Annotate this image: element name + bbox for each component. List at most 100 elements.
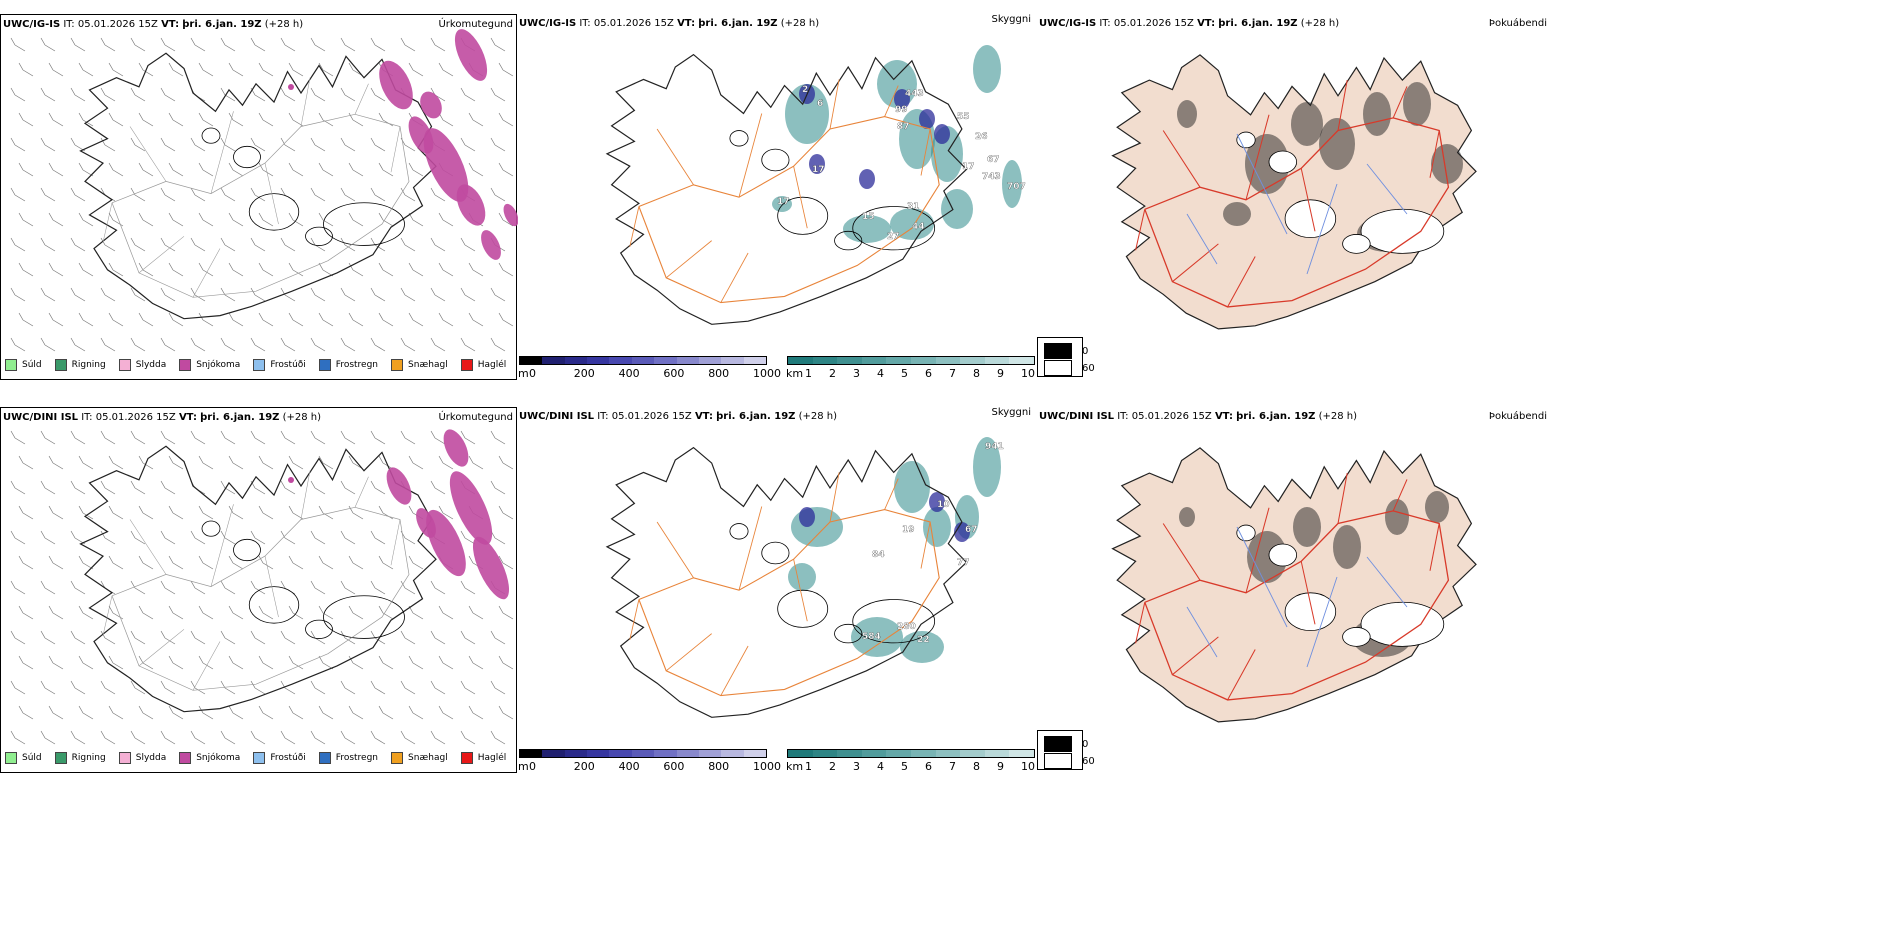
wind-barb xyxy=(228,505,244,520)
colorbar-cells xyxy=(787,749,1035,758)
legend-swatch xyxy=(118,359,131,371)
wind-barb xyxy=(198,505,214,520)
wind-barb xyxy=(70,287,86,302)
wind-barb xyxy=(288,705,304,720)
visibility-label: 55 xyxy=(957,112,970,122)
valid-time-label: VT: xyxy=(178,412,197,423)
colorbar-tick-label: 7 xyxy=(949,367,956,380)
wind-barb xyxy=(310,287,326,302)
init-time: IT: 05.01.2026 15Z xyxy=(579,18,674,29)
wind-barb xyxy=(10,730,26,745)
wind-barb xyxy=(108,262,124,277)
colorbar-unit: km xyxy=(786,367,804,380)
wind-barb xyxy=(340,730,356,745)
legend-swatch xyxy=(179,752,192,764)
wind-barb xyxy=(108,455,124,470)
river xyxy=(1186,606,1218,658)
wind-barb xyxy=(318,262,334,277)
wind-barb xyxy=(100,337,116,352)
valid-time-label: VT: xyxy=(677,18,696,29)
cloud-legend-row1: 0 60 xyxy=(1037,337,1095,377)
legend-label: Haglél xyxy=(477,360,507,370)
wind-barb xyxy=(400,237,416,252)
road xyxy=(738,113,763,198)
legend-item: Frostregn xyxy=(318,752,378,764)
wind-barb xyxy=(100,37,116,52)
wind-barb xyxy=(370,37,386,52)
wind-barb xyxy=(340,237,356,252)
wind-barb xyxy=(10,430,26,445)
wind-barb xyxy=(468,455,484,470)
precip-legend-row2: Súld Rigning Slydda Snjókoma Frostúði Frostre… xyxy=(5,752,506,764)
wind-barb xyxy=(190,730,206,745)
colorbar-cell xyxy=(698,750,722,757)
visibility-label: 584 xyxy=(862,632,881,642)
coastline xyxy=(79,52,437,320)
colorbar-tick-label: 3 xyxy=(853,760,860,773)
snow-area xyxy=(454,29,488,81)
legend-swatch xyxy=(391,359,404,371)
wind-barb xyxy=(400,680,416,695)
wind-barb xyxy=(40,530,56,545)
valid-time: þri. 6.jan. 19Z xyxy=(716,411,796,422)
wind-barb xyxy=(220,237,236,252)
road xyxy=(629,206,640,247)
wind-barb xyxy=(280,37,296,52)
wind-barb xyxy=(400,530,416,545)
visibility-panel-row1: 2 6 17 443 99 87 55 26 17 743 67 17 31 44 27 15 707 UWC/… xyxy=(517,14,1037,380)
wind-barb xyxy=(288,112,304,127)
map-layers xyxy=(1111,54,1477,330)
wind-barb xyxy=(160,187,176,202)
fog-indicator xyxy=(1247,531,1287,583)
wind-barb xyxy=(288,62,304,77)
wind-barb xyxy=(468,312,484,327)
wind-barb xyxy=(70,480,86,495)
wind-barb xyxy=(138,605,154,620)
wind-barb xyxy=(190,580,206,595)
wind-barb xyxy=(310,37,326,52)
wind-barb xyxy=(258,505,274,520)
colorbar-tick-label: 1000 xyxy=(753,367,781,380)
snow-area xyxy=(481,230,501,260)
snow-area xyxy=(423,128,469,202)
glacier-outline xyxy=(201,127,221,144)
wind-barb xyxy=(70,37,86,52)
road xyxy=(1172,243,1219,283)
wind-barb xyxy=(438,262,454,277)
legend-swatch xyxy=(5,359,17,371)
wind-barb xyxy=(108,212,124,227)
glacier-outline xyxy=(248,193,300,231)
wind-barb xyxy=(130,630,146,645)
legend-item: Frostúði xyxy=(253,359,306,371)
wind-barb xyxy=(408,62,424,77)
visibility-label: 2 xyxy=(802,85,808,95)
wind-barb xyxy=(438,705,454,720)
road xyxy=(1227,256,1256,308)
legend-item: Snjókoma xyxy=(179,359,240,371)
panel-title-visibility: Skyggni xyxy=(991,14,1031,25)
init-time: IT: 05.01.2026 15Z xyxy=(1099,18,1194,29)
valid-time-label: VT: xyxy=(1214,411,1233,422)
wind-barb xyxy=(408,655,424,670)
wind-barb xyxy=(460,337,476,352)
wind-barb xyxy=(130,37,146,52)
visibility-area xyxy=(941,189,973,229)
visibility-label: 44 xyxy=(912,222,925,232)
wind-barb xyxy=(460,87,476,102)
wind-barb xyxy=(168,655,184,670)
wind-barb xyxy=(460,137,476,152)
colorbar-tick-label: 600 xyxy=(663,760,685,773)
colorbar-tick-label: 600 xyxy=(663,367,685,380)
wind-barb xyxy=(250,580,266,595)
valid-time: þri. 6.jan. 19Z xyxy=(698,18,778,29)
snow-area xyxy=(456,184,486,226)
map-layers: 26 17 443 99 87 55 26 17 743 67 17 31 44 27 15 707 xyxy=(605,45,1026,325)
ring-road xyxy=(638,116,940,304)
legend-item: Slydda xyxy=(118,752,166,764)
legend-swatch xyxy=(1044,343,1072,359)
wind-barb xyxy=(468,262,484,277)
legend-item: Snjókoma xyxy=(179,752,240,764)
wind-barb xyxy=(370,287,386,302)
wind-barb xyxy=(378,162,394,177)
